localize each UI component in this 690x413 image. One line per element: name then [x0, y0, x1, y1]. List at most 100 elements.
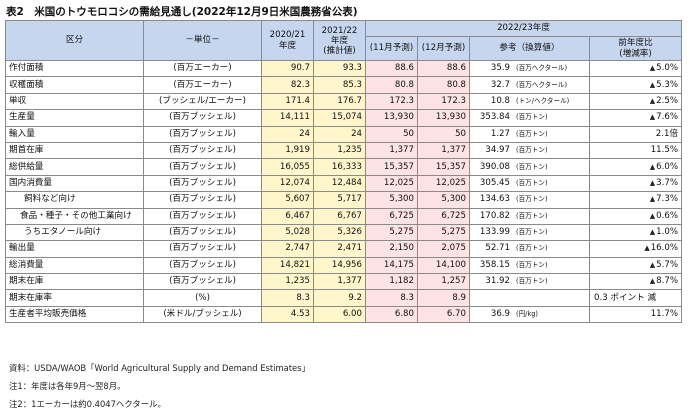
row-conversion: 10.8 (トン/ヘクタール)	[469, 92, 590, 111]
conversion-unit: (円/kg)	[516, 310, 538, 319]
yoy-value: 16.0%	[650, 243, 679, 254]
conversion-value: 52.71	[485, 243, 510, 254]
conversion-unit: (百万トン)	[516, 146, 548, 155]
row-nov: 5,300	[365, 191, 418, 209]
row-yoy: 2.1倍	[588, 125, 683, 143]
row-2020-21: 14,111	[261, 109, 314, 127]
row-nov: 6,725	[365, 207, 418, 225]
row-yoy: ▲3.7%	[588, 174, 683, 193]
decrease-triangle-icon: ▲	[649, 211, 656, 220]
row-dec: 1,377	[417, 141, 470, 160]
row-dec: 172.3	[417, 92, 470, 111]
decrease-triangle-icon: ▲	[649, 64, 656, 73]
table-row: 輸出量 (百万ブッシェル) 2,747 2,471 2,150 2,075 52.71 (百万…	[5, 240, 683, 258]
row-nov: 13,930	[365, 109, 418, 127]
row-conversion: 133.99 (百万トン)	[469, 223, 590, 242]
row-dec: 80.8	[417, 76, 470, 94]
row-unit: (%)	[143, 289, 262, 307]
row-yoy: ▲1.0%	[588, 223, 683, 242]
row-nov: 5,275	[365, 223, 418, 242]
row-dec: 5,300	[417, 191, 470, 209]
row-item: 飼料など向け	[5, 191, 144, 209]
row-unit: (百万ブッシェル)	[143, 256, 262, 275]
row-nov: 50	[365, 125, 418, 143]
row-unit: (百万ブッシェル)	[143, 240, 262, 258]
row-conversion: 305.45 (百万トン)	[469, 174, 590, 193]
table-row: 生産者平均販売価格 (米ドル/ブッシェル) 4.53 6.00 6.80 6.70 36.9…	[5, 305, 683, 324]
table-title: 表2 米国のトウモロコシの需給見通し(2022年12月9日米国農務省公表)	[6, 6, 358, 18]
row-nov: 14,175	[365, 256, 418, 275]
row-yoy: ▲7.3%	[588, 191, 683, 209]
row-unit: (百万エーカー)	[143, 59, 262, 78]
row-item: 輸入量	[5, 125, 144, 143]
yoy-value: 5.0%	[656, 63, 679, 74]
row-nov: 12,025	[365, 174, 418, 193]
row-2020-21: 2,747	[261, 240, 314, 258]
yoy-value: 2.5%	[656, 95, 679, 106]
note-2: 注2：1エーカーは約0.4047ヘクタール。	[9, 399, 166, 409]
row-dec: 50	[417, 125, 470, 143]
row-2021-22: 85.3	[313, 76, 366, 94]
conversion-unit: (百万トン)	[516, 162, 548, 171]
yoy-value: 3.7%	[656, 177, 679, 188]
header-conversion: 参考（換算値）	[469, 36, 590, 61]
table-row: 収穫面積 (百万エーカー) 82.3 85.3 80.8 80.8 32.7 (百万ヘクタール…	[5, 76, 683, 94]
row-2020-21: 4.53	[261, 305, 314, 324]
row-dec: 13,930	[417, 109, 470, 127]
decrease-triangle-icon: ▲	[649, 178, 656, 187]
row-nov: 88.6	[365, 59, 418, 78]
row-yoy: ▲7.6%	[588, 109, 683, 127]
header-dec-forecast: (12月予測)	[417, 36, 470, 61]
table-row: 総供給量 (百万ブッシェル) 16,055 16,333 15,357 15,357 390…	[5, 158, 683, 176]
row-conversion: 1.27 (百万トン)	[469, 125, 590, 143]
row-nov: 2,150	[365, 240, 418, 258]
row-2021-22: 5,326	[313, 223, 366, 242]
row-2020-21: 5,607	[261, 191, 314, 209]
row-dec: 12,025	[417, 174, 470, 193]
row-item: 期首在庫	[5, 141, 144, 160]
row-dec: 6.70	[417, 305, 470, 324]
conversion-value: 358.15	[479, 259, 510, 270]
yoy-value: 7.3%	[656, 194, 679, 205]
conversion-value: 305.45	[479, 177, 510, 188]
yoy-value: 0.6%	[656, 210, 679, 221]
row-2020-21: 24	[261, 125, 314, 143]
yoy-value: 6.0%	[656, 161, 679, 172]
row-2020-21: 6,467	[261, 207, 314, 225]
table-row: 食品・種子・その他工業向け (百万ブッシェル) 6,467 6,767 6,725 6,7…	[5, 207, 683, 225]
row-unit: (ブッシェル/エーカー)	[143, 92, 262, 111]
yoy-value: 5.3%	[656, 79, 679, 90]
row-conversion: 32.7 (百万ヘクタール)	[469, 76, 590, 94]
row-dec: 1,257	[417, 273, 470, 291]
row-2021-22: 93.3	[313, 59, 366, 78]
decrease-triangle-icon: ▲	[644, 244, 650, 253]
header-unit: －単位－	[143, 20, 262, 61]
decrease-triangle-icon: ▲	[649, 277, 656, 286]
row-yoy: 11.7%	[588, 305, 683, 324]
row-item: 生産者平均販売価格	[5, 305, 144, 324]
row-unit: (百万ブッシェル)	[143, 141, 262, 160]
row-item: 作付面積	[5, 59, 144, 78]
row-item: 収穫面積	[5, 76, 144, 94]
decrease-triangle-icon: ▲	[649, 96, 656, 105]
row-2021-22: 176.7	[313, 92, 366, 111]
conversion-value: 32.7	[490, 79, 510, 90]
conversion-value: 134.63	[479, 194, 510, 205]
row-dec: 6,725	[417, 207, 470, 225]
conversion-unit: (百万トン)	[516, 260, 548, 269]
row-item: 総消費量	[5, 256, 144, 275]
row-conversion: 170.82 (百万トン)	[469, 207, 590, 225]
decrease-triangle-icon: ▲	[649, 195, 656, 204]
conversion-unit: (百万トン)	[516, 244, 548, 253]
note-1: 注1：年度は各年9月～翌8月。	[9, 381, 126, 391]
row-yoy: 11.5%	[588, 141, 683, 160]
conversion-value: 133.99	[479, 227, 510, 238]
table-row: 期末在庫率 (%) 8.3 9.2 8.3 8.9 0.3 ポイント 減	[5, 289, 683, 307]
row-nov: 6.80	[365, 305, 418, 324]
row-2021-22: 24	[313, 125, 366, 143]
table-row: 飼料など向け (百万ブッシェル) 5,607 5,717 5,300 5,300 134.6…	[5, 191, 683, 209]
row-item: 生産量	[5, 109, 144, 127]
row-conversion: 358.15 (百万トン)	[469, 256, 590, 275]
row-item: 国内消費量	[5, 174, 144, 193]
row-item: 期末在庫	[5, 273, 144, 291]
